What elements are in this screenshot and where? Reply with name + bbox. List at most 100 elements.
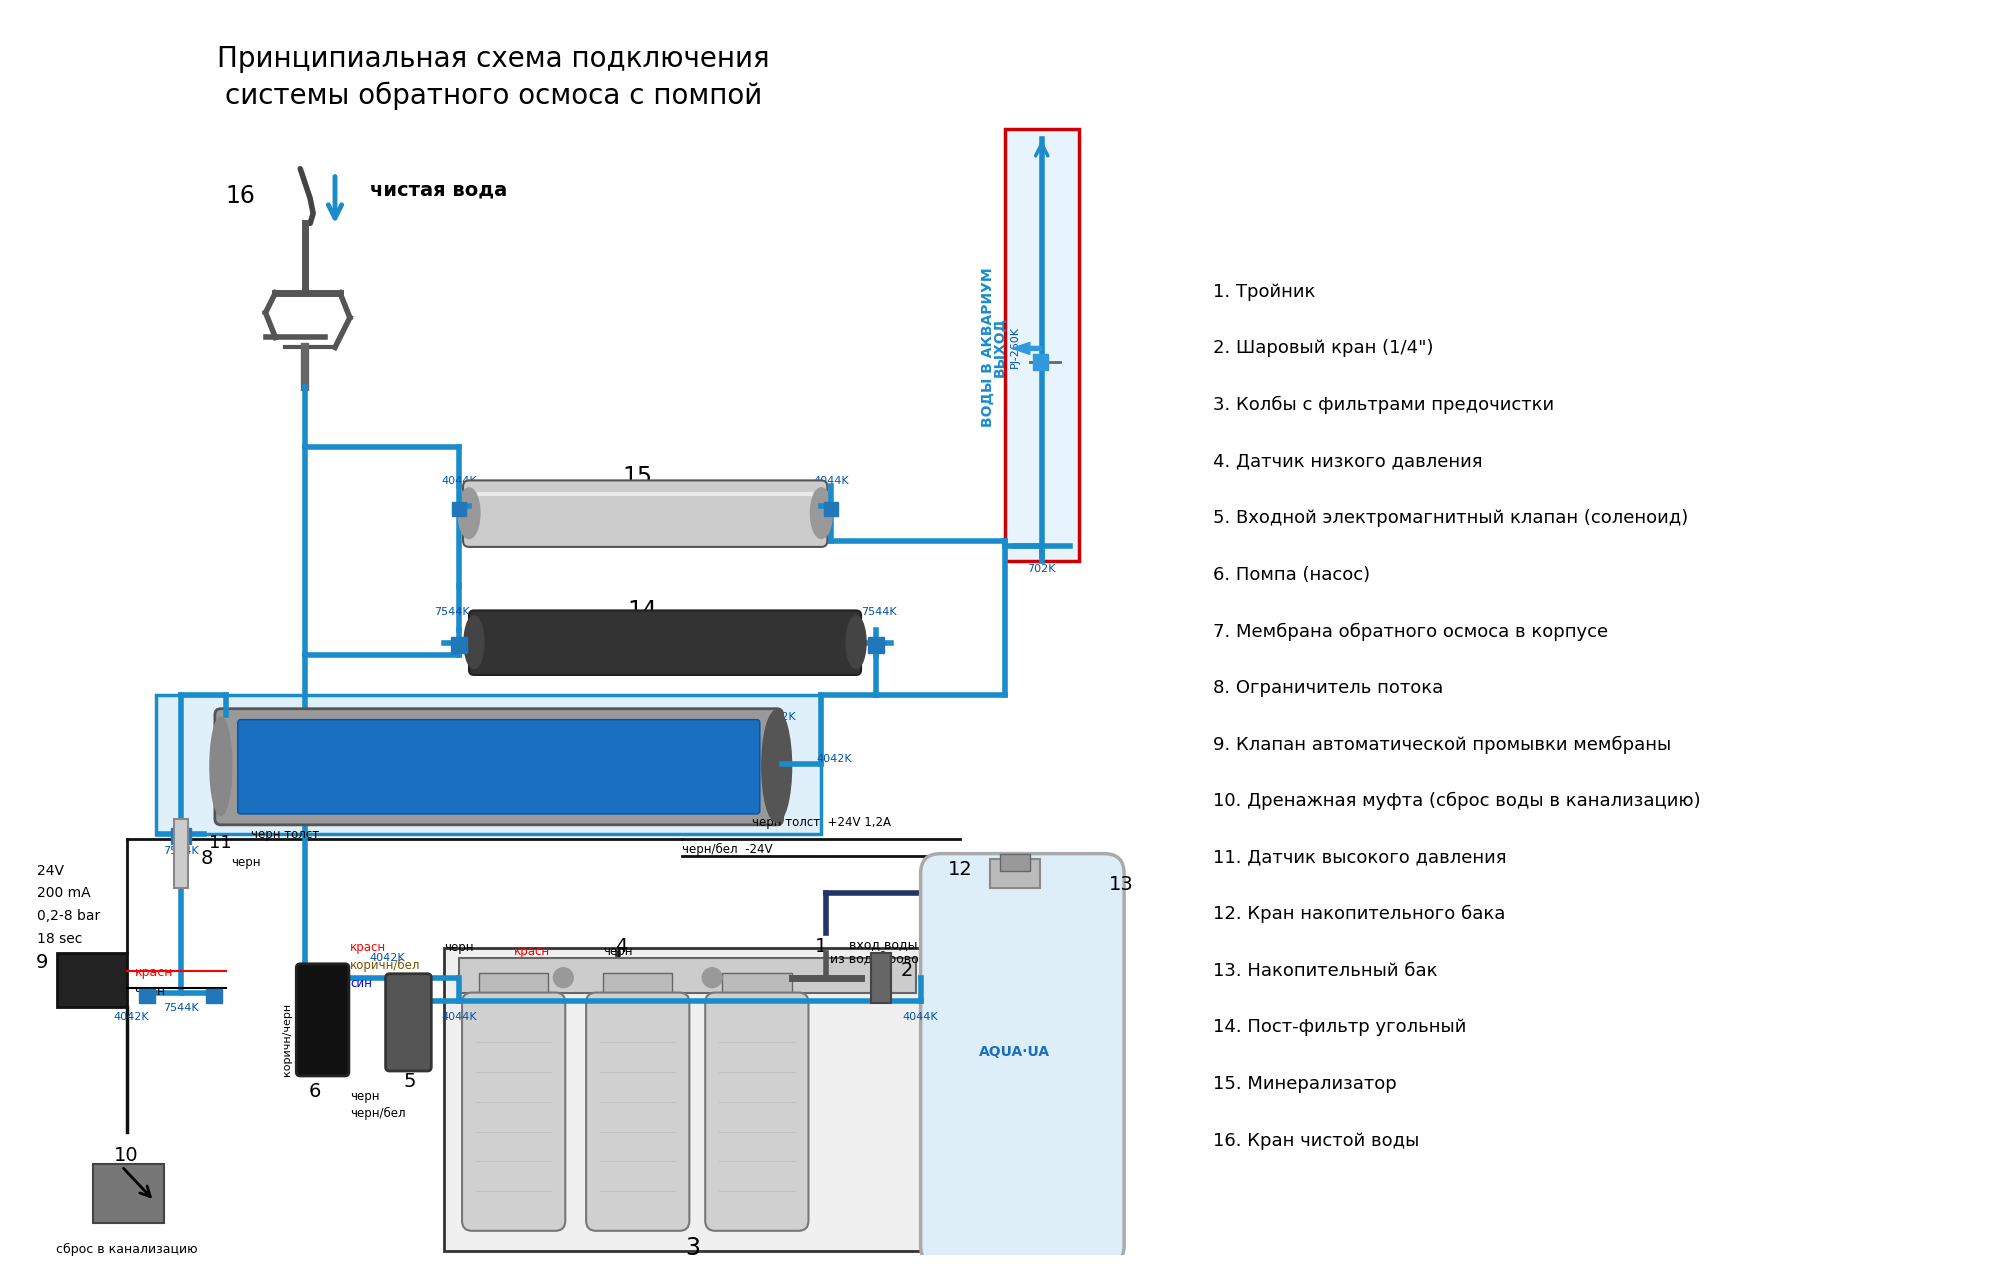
Bar — [56, 953, 126, 1007]
Text: 7. Мембрана обратного осмоса в корпусе: 7. Мембрана обратного осмоса в корпусе — [1212, 622, 1608, 641]
Text: 14. Пост-фильтр угольный: 14. Пост-фильтр угольный — [1212, 1019, 1465, 1036]
Text: 11. Датчик высокого давления: 11. Датчик высокого давления — [1212, 848, 1505, 867]
Text: 3: 3 — [684, 1236, 700, 1260]
FancyBboxPatch shape — [586, 992, 688, 1231]
Text: 12. Кран накопительного бака: 12. Кран накопительного бака — [1212, 905, 1505, 924]
Text: 13: 13 — [1108, 876, 1134, 895]
FancyArrow shape — [1012, 343, 1042, 354]
Bar — [207, 988, 221, 1002]
Ellipse shape — [211, 717, 231, 815]
Text: 15. Минерализатор: 15. Минерализатор — [1212, 1074, 1397, 1093]
Text: 12: 12 — [959, 856, 985, 875]
Text: 7544K: 7544K — [163, 846, 199, 856]
Text: 18 sec: 18 sec — [38, 932, 82, 945]
FancyBboxPatch shape — [1004, 129, 1080, 561]
Text: 2: 2 — [901, 961, 913, 980]
Text: 11: 11 — [209, 834, 233, 852]
Text: 7544K: 7544K — [163, 1002, 199, 1012]
Bar — [867, 637, 883, 653]
FancyBboxPatch shape — [704, 992, 809, 1231]
Text: 4042K: 4042K — [114, 1012, 149, 1023]
Text: син: син — [409, 995, 432, 1007]
FancyBboxPatch shape — [297, 964, 349, 1076]
Text: 7544K: 7544K — [434, 608, 470, 617]
Text: 24V: 24V — [38, 863, 64, 877]
Text: 4042K: 4042K — [817, 755, 851, 765]
Text: чистая вода: чистая вода — [369, 181, 506, 200]
Bar — [602, 973, 672, 1002]
Text: черн: черн — [444, 940, 474, 954]
Ellipse shape — [761, 710, 791, 823]
Text: 10: 10 — [114, 1146, 138, 1165]
Text: красн: красн — [514, 945, 550, 958]
Text: син: син — [349, 977, 371, 990]
Text: 7544K: 7544K — [861, 608, 897, 617]
Text: PJ-031: PJ-031 — [219, 712, 253, 722]
Text: 4044K: 4044K — [644, 997, 680, 1007]
Text: черн толст  +24V 1,2A: черн толст +24V 1,2A — [751, 815, 891, 829]
Bar — [452, 502, 466, 516]
Ellipse shape — [458, 488, 480, 538]
Text: 0,2-8 bar: 0,2-8 bar — [38, 909, 100, 923]
Bar — [171, 828, 191, 843]
Bar — [480, 973, 548, 1002]
Text: 9: 9 — [36, 953, 48, 972]
FancyBboxPatch shape — [237, 719, 759, 814]
Text: черн: черн — [349, 1090, 379, 1103]
Text: 15: 15 — [622, 465, 652, 488]
Text: 5: 5 — [403, 1072, 415, 1091]
Text: 4044K: 4044K — [903, 1012, 937, 1023]
FancyBboxPatch shape — [919, 853, 1124, 1264]
Text: коричн/бел: коричн/бел — [349, 959, 419, 972]
Bar — [999, 853, 1030, 871]
Bar — [825, 502, 837, 516]
Bar — [452, 637, 468, 653]
Bar — [723, 973, 791, 1002]
Text: 16: 16 — [225, 183, 255, 207]
FancyBboxPatch shape — [470, 611, 861, 675]
Text: черн/бел  -24V: черн/бел -24V — [682, 843, 773, 856]
FancyBboxPatch shape — [385, 973, 432, 1071]
Text: 4: 4 — [614, 937, 626, 956]
Text: 9. Клапан автоматической промывки мембраны: 9. Клапан автоматической промывки мембра… — [1212, 736, 1672, 753]
Text: Принципиальная схема подключения: Принципиальная схема подключения — [217, 44, 771, 72]
Text: черн/бел: черн/бел — [349, 1107, 405, 1120]
Text: 6: 6 — [309, 1082, 321, 1101]
Text: черн: черн — [231, 856, 261, 868]
Text: 5. Входной электромагнитный клапан (соленоид): 5. Входной электромагнитный клапан (соле… — [1212, 509, 1688, 527]
Text: красн: красн — [134, 966, 173, 978]
Text: 200 mA: 200 mA — [38, 886, 90, 900]
FancyBboxPatch shape — [92, 1164, 165, 1222]
Text: 4044K: 4044K — [442, 1012, 476, 1023]
Text: 4042K: 4042K — [369, 953, 405, 963]
Text: черн: черн — [602, 945, 632, 958]
Text: 3. Колбы с фильтрами предочистки: 3. Колбы с фильтрами предочистки — [1212, 396, 1553, 415]
Ellipse shape — [845, 616, 865, 669]
Bar — [175, 819, 189, 889]
Text: красн: красн — [349, 940, 385, 954]
Text: 8: 8 — [201, 848, 213, 867]
Text: 13. Накопительный бак: 13. Накопительный бак — [1212, 962, 1437, 980]
Text: 2. Шаровый кран (1/4"): 2. Шаровый кран (1/4") — [1212, 340, 1433, 358]
Bar — [138, 988, 155, 1002]
Text: ВОДЫ В АКВАРИУМ: ВОДЫ В АКВАРИУМ — [981, 268, 995, 427]
FancyBboxPatch shape — [157, 695, 821, 834]
Text: AQUA·UA: AQUA·UA — [979, 1045, 1050, 1059]
Text: коричн/черн: коричн/черн — [283, 1002, 293, 1076]
Text: системы обратного осмоса с помпой: системы обратного осмоса с помпой — [225, 81, 763, 110]
Text: 1: 1 — [815, 937, 827, 956]
Text: красн: красн — [514, 963, 550, 976]
Text: 6. Помпа (насос): 6. Помпа (насос) — [1212, 566, 1371, 584]
Bar — [1032, 354, 1048, 370]
Text: 4044K: 4044K — [442, 477, 476, 487]
Ellipse shape — [811, 488, 831, 538]
Text: 10. Дренажная муфта (сброс воды в канализацию): 10. Дренажная муфта (сброс воды в канали… — [1212, 793, 1700, 810]
Text: ВЫХОД: ВЫХОД — [993, 317, 1008, 378]
Text: 16. Кран чистой воды: 16. Кран чистой воды — [1212, 1131, 1419, 1149]
Bar — [871, 953, 891, 1002]
Circle shape — [554, 968, 572, 987]
Text: 8. Ограничитель потока: 8. Ограничитель потока — [1212, 679, 1443, 696]
Text: 1. Тройник: 1. Тройник — [1212, 283, 1315, 301]
Bar — [444, 948, 929, 1250]
Text: вход воды
из водопровода: вход воды из водопровода — [831, 938, 935, 966]
